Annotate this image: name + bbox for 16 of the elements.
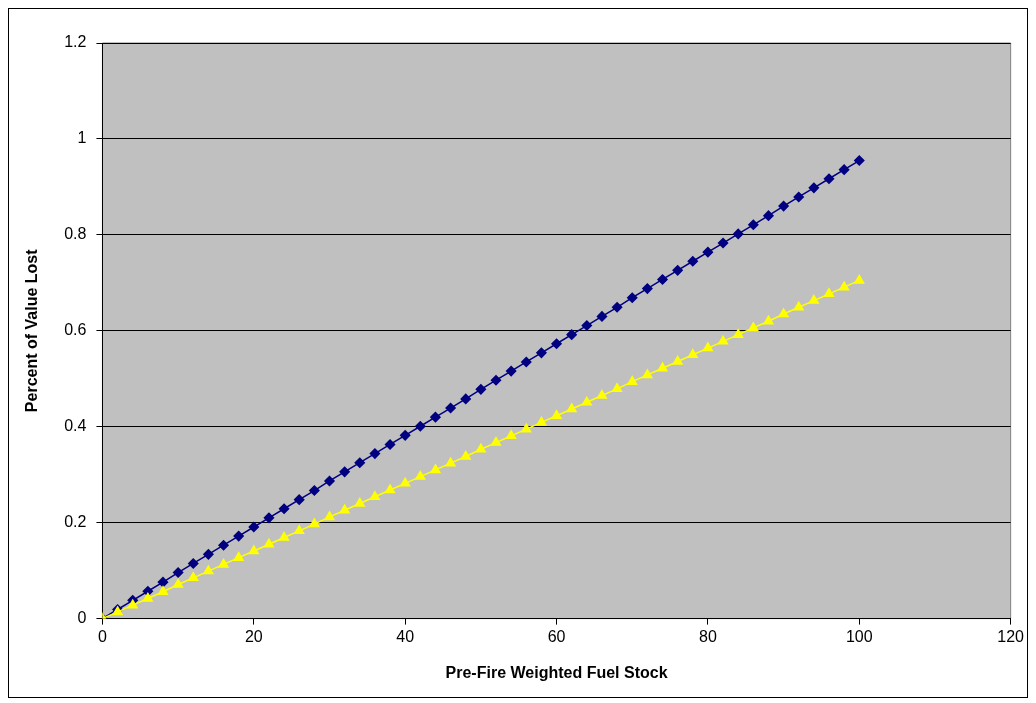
x-tick-label: 0 (97, 627, 107, 645)
y-tick-label: 1.2 (64, 33, 87, 51)
x-tick-label: 60 (547, 627, 566, 645)
y-tick-label: 0 (77, 609, 87, 627)
x-tick-label: 20 (244, 627, 263, 645)
y-axis-title: Percent of Value Lost (23, 248, 41, 413)
x-axis-title: Pre-Fire Weighted Fuel Stock (445, 663, 668, 681)
x-tick-label: 120 (997, 627, 1025, 645)
y-tick-label: 0.8 (64, 225, 87, 243)
x-tick-label: 40 (396, 627, 415, 645)
y-tick-label: 0.4 (64, 417, 87, 435)
y-tick-label: 0.6 (64, 321, 87, 339)
y-tick-label: 1 (77, 129, 87, 147)
x-tick-label: 100 (845, 627, 873, 645)
x-tick-label: 80 (699, 627, 717, 645)
y-tick-label: 0.2 (64, 513, 87, 531)
